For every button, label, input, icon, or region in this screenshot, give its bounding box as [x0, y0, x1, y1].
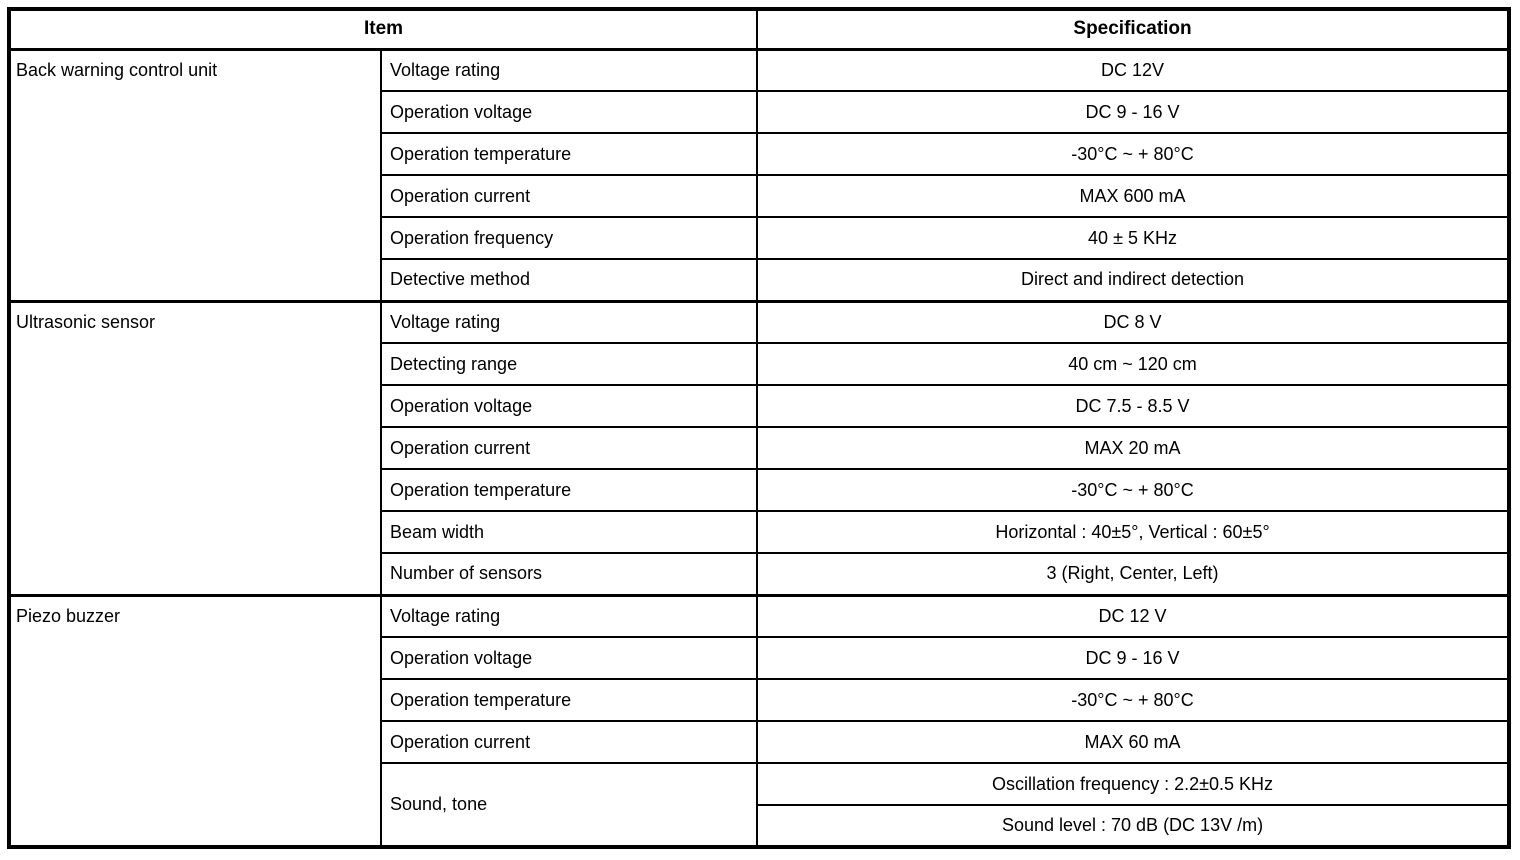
spec-value-cell: MAX 60 mA — [756, 720, 1511, 764]
table-row: Number of sensors 3 (Right, Center, Left… — [9, 552, 1511, 596]
table-row: Sound level : 70 dB (DC 13V /m) — [9, 804, 1511, 848]
spec-label-cell: Operation current — [379, 426, 759, 470]
spec-value-cell: 40 cm ~ 120 cm — [756, 342, 1511, 386]
spec-label-cell: Operation current — [379, 174, 759, 218]
table-row: Operation current MAX 20 mA — [9, 426, 1511, 470]
spec-value-cell: DC 12 V — [756, 593, 1511, 638]
spec-value-cell: MAX 600 mA — [756, 174, 1511, 218]
spec-value-cell: 40 ± 5 KHz — [756, 216, 1511, 260]
table-row: Operation voltage DC 7.5 - 8.5 V — [9, 384, 1511, 428]
spec-label-cell: Operation current — [379, 720, 759, 764]
spec-value-cell: Sound level : 70 dB (DC 13V /m) — [756, 804, 1511, 848]
spec-value-cell: 3 (Right, Center, Left) — [756, 552, 1511, 596]
header-row: Item Specification — [7, 8, 1511, 50]
table-row: Ultrasonic sensor Voltage rating DC 8 V — [8, 299, 1511, 596]
header-specification: Specification — [756, 8, 1511, 50]
spec-value-cell: DC 8 V — [756, 299, 1511, 344]
spec-value-cell: MAX 20 mA — [756, 426, 1511, 470]
spec-label-cell: Voltage rating — [379, 593, 759, 638]
table-row: Operation frequency 40 ± 5 KHz — [9, 216, 1511, 260]
specification-table: Item Specification Back warning control … — [7, 7, 1512, 849]
spec-value-cell: DC 7.5 - 8.5 V — [756, 384, 1511, 428]
spec-label-cell-sound-tone: Sound, tone — [379, 762, 759, 848]
table-row: Beam width Horizontal : 40±5°, Vertical … — [9, 510, 1511, 554]
spec-value-cell: DC 9 - 16 V — [756, 90, 1511, 134]
spec-label-cell: Number of sensors — [379, 552, 759, 596]
table-row: Sound, tone Oscillation frequency : 2.2±… — [9, 762, 1511, 848]
table-row: Operation voltage DC 9 - 16 V — [9, 636, 1511, 680]
table-row: Operation temperature -30°C ~ + 80°C — [9, 468, 1511, 512]
spec-label-cell: Beam width — [379, 510, 759, 554]
table-row: Operation temperature -30°C ~ + 80°C — [9, 132, 1511, 176]
item-group-ultrasonic-sensor: Ultrasonic sensor — [8, 299, 382, 596]
spec-label-cell: Detecting range — [379, 342, 759, 386]
table-row: Detecting range 40 cm ~ 120 cm — [9, 342, 1511, 386]
table-row: Operation current MAX 60 mA — [9, 720, 1511, 764]
table-row: Operation current MAX 600 mA — [9, 174, 1511, 218]
table-row: Piezo buzzer Voltage rating DC 12 V — [8, 593, 1511, 848]
table-row: Detective method Direct and indirect det… — [9, 258, 1511, 302]
spec-label-cell: Operation voltage — [379, 90, 759, 134]
spec-label-cell: Voltage rating — [379, 299, 759, 344]
spec-label-cell: Operation temperature — [379, 678, 759, 722]
table-row: Operation temperature -30°C ~ + 80°C — [9, 678, 1511, 722]
spec-label-cell: Voltage rating — [379, 47, 759, 92]
item-group-back-warning-control-unit: Back warning control unit — [8, 47, 382, 302]
spec-label-cell: Operation temperature — [379, 132, 759, 176]
spec-value-cell: -30°C ~ + 80°C — [756, 678, 1511, 722]
table-row: Operation voltage DC 9 - 16 V — [9, 90, 1511, 134]
table-row: Back warning control unit Voltage rating… — [8, 47, 1511, 302]
header-item: Item — [7, 8, 759, 50]
spec-value-cell: DC 9 - 16 V — [756, 636, 1511, 680]
spec-value-cell: -30°C ~ + 80°C — [756, 468, 1511, 512]
spec-label-cell: Operation temperature — [379, 468, 759, 512]
spec-label-cell: Operation voltage — [379, 384, 759, 428]
spec-value-cell: -30°C ~ + 80°C — [756, 132, 1511, 176]
spec-value-cell: Oscillation frequency : 2.2±0.5 KHz — [756, 762, 1511, 806]
spec-value-cell: Direct and indirect detection — [756, 258, 1511, 302]
spec-label-cell: Operation voltage — [379, 636, 759, 680]
spec-label-cell: Detective method — [379, 258, 759, 302]
spec-value-cell: Horizontal : 40±5°, Vertical : 60±5° — [756, 510, 1511, 554]
spec-label-cell: Operation frequency — [379, 216, 759, 260]
item-group-piezo-buzzer: Piezo buzzer — [8, 593, 382, 848]
spec-value-cell: DC 12V — [756, 47, 1511, 92]
